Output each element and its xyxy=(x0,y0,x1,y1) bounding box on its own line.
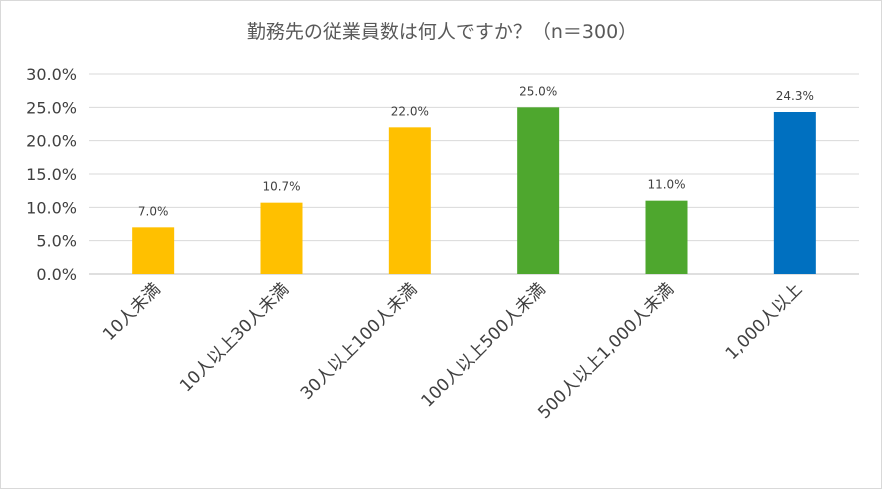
data-labels: 7.0% 10.7% 22.0% 25.0% 11.0% 24.3% xyxy=(138,84,814,218)
y-tick-label: 5.0% xyxy=(36,232,77,251)
bar xyxy=(517,107,560,274)
x-tick-label: 30人以上100人未満 xyxy=(297,279,422,404)
y-tick-label: 10.0% xyxy=(26,198,77,217)
data-label: 22.0% xyxy=(391,104,429,118)
x-tick-label: 10人未満 xyxy=(99,279,165,345)
data-label: 25.0% xyxy=(519,84,557,98)
x-tick-label: 100人以上500人未満 xyxy=(418,279,550,411)
y-tick-label: 0.0% xyxy=(36,265,77,284)
x-tick-label: 10人以上30人未満 xyxy=(176,279,293,396)
bar xyxy=(773,112,816,274)
bar xyxy=(132,227,175,274)
x-tick-label: 500人以上1,000人未満 xyxy=(534,279,678,423)
data-label: 11.0% xyxy=(647,178,685,192)
y-tick-label: 20.0% xyxy=(26,132,77,151)
data-label: 7.0% xyxy=(138,204,169,218)
bar xyxy=(645,200,688,274)
x-axis-labels: 10人未満 10人以上30人未満 30人以上100人未満100人以上500人未満50… xyxy=(99,279,806,423)
y-tick-label: 30.0% xyxy=(26,65,77,84)
chart-title: 勤務先の従業員数は何人ですか？（n＝300） xyxy=(246,21,638,43)
data-label: 10.7% xyxy=(262,180,300,194)
bars xyxy=(132,107,816,274)
data-label: 24.3% xyxy=(776,89,814,103)
bar xyxy=(388,127,431,274)
y-tick-label: 25.0% xyxy=(26,98,77,117)
y-axis-ticks: 0.0% 5.0% 10.0% 15.0% 20.0% 25.0% 30.0% xyxy=(26,65,77,284)
gridlines xyxy=(89,73,859,275)
y-tick-label: 15.0% xyxy=(26,165,77,184)
bar xyxy=(260,202,303,274)
x-tick-label: 1,000人以上 xyxy=(722,279,807,364)
